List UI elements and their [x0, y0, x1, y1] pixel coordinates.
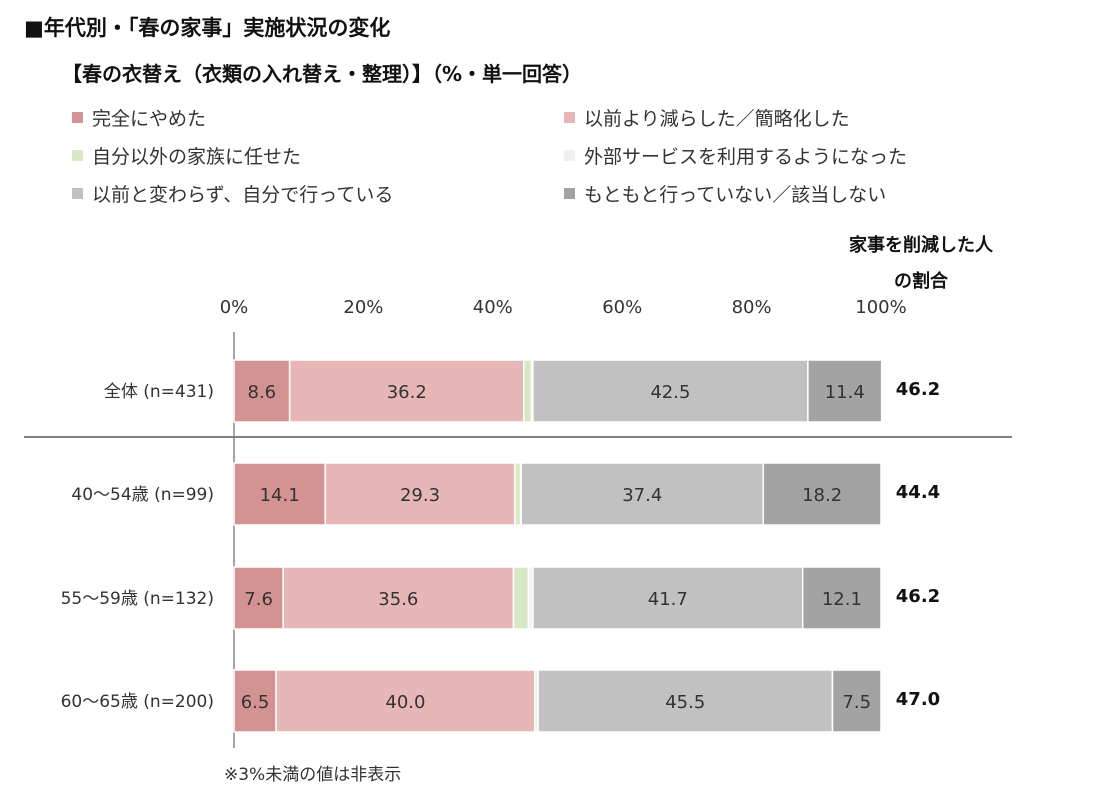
legend-item-reduced: 以前より減らした／簡略化した — [564, 104, 1024, 130]
legend-swatch-quit — [72, 111, 83, 123]
data-label: 40.0 — [385, 692, 425, 713]
category-label: 55～59歳 (n=132) — [61, 589, 214, 609]
legend-swatch-service — [564, 149, 575, 161]
data-label: 37.4 — [622, 485, 662, 506]
legend: 完全にやめた 以前より減らした／簡略化した 自分以外の家族に任せた 外部サービス… — [72, 104, 1052, 206]
bar-segment — [801, 566, 882, 630]
legend-item-family: 自分以外の家族に任せた — [72, 142, 564, 168]
reduced-share-header-line1: 家事を削減した人 — [849, 235, 993, 256]
legend-swatch-same — [72, 187, 83, 199]
reduced-share-value: 46.2 — [896, 379, 940, 400]
bar-segment — [324, 462, 516, 526]
x-tick-label: 0% — [220, 297, 249, 318]
data-label: 7.5 — [842, 692, 871, 713]
bar-segment — [532, 566, 804, 630]
legend-swatch-never — [564, 187, 575, 199]
x-tick-label: 20% — [343, 297, 383, 318]
category-label: 全体 (n=431) — [104, 382, 214, 402]
category-label: 40～54歳 (n=99) — [71, 485, 214, 505]
reduced-share-header-line2: の割合 — [894, 271, 948, 292]
x-tick-label: 40% — [473, 297, 513, 318]
legend-label-same: 以前と変わらず、自分で行っている — [92, 183, 394, 206]
data-label: 7.6 — [244, 589, 273, 610]
data-label: 36.2 — [387, 382, 427, 403]
chart-subtitle: 【春の衣替え（衣類の入れ替え・整理）】（%・単一回答） — [62, 62, 583, 86]
reduced-share-value: 46.2 — [896, 586, 940, 607]
bar-segment — [233, 359, 291, 423]
legend-item-service: 外部サービスを利用するようになった — [564, 142, 1024, 168]
data-label: 45.5 — [665, 692, 705, 713]
data-label: 41.7 — [648, 589, 688, 610]
data-label: 14.1 — [260, 485, 300, 506]
bar-segment — [537, 669, 834, 733]
bar-segment — [532, 359, 809, 423]
legend-item-quit: 完全にやめた — [72, 104, 564, 130]
bar-segment — [512, 566, 530, 630]
data-label: 6.5 — [241, 692, 270, 713]
legend-item-never: もともと行っていない／該当しない — [564, 180, 1024, 206]
bar-segment — [831, 669, 882, 733]
category-label: 60～65歳 (n=200) — [61, 692, 214, 712]
legend-swatch-reduced — [564, 111, 575, 123]
legend-label-never: もともと行っていない／該当しない — [584, 183, 887, 206]
x-tick-label: 80% — [732, 297, 772, 318]
legend-item-same: 以前と変わらず、自分で行っている — [72, 180, 564, 206]
reduced-share-value: 44.4 — [896, 482, 940, 503]
bar-segment — [514, 462, 522, 526]
data-label: 29.3 — [400, 485, 440, 506]
legend-label-quit: 完全にやめた — [92, 107, 207, 130]
footnote: ※3%未満の値は非表示 — [224, 765, 402, 785]
x-tick-label: 60% — [602, 297, 642, 318]
bar-segment — [288, 359, 525, 423]
data-label: 12.1 — [822, 589, 862, 610]
legend-label-service: 外部サービスを利用するようになった — [584, 145, 908, 168]
x-tick-label: 100% — [855, 297, 906, 318]
legend-label-reduced: 以前より減らした／簡略化した — [584, 107, 850, 130]
chart-title: ■年代別・「春の家事」実施状況の変化 — [24, 16, 391, 40]
bar-segment — [762, 462, 882, 526]
data-label: 8.6 — [248, 382, 277, 403]
bar-segment — [282, 566, 515, 630]
bar-segment — [523, 359, 533, 423]
bar-segment — [275, 669, 536, 733]
data-label: 18.2 — [802, 485, 842, 506]
data-label: 42.5 — [650, 382, 690, 403]
legend-label-family: 自分以外の家族に任せた — [92, 145, 302, 168]
reduced-share-value: 47.0 — [896, 689, 940, 710]
reduced-share-header: 家事を削減した人 の割合 — [826, 228, 1016, 300]
data-label: 35.6 — [378, 589, 418, 610]
bar-segment — [807, 359, 883, 423]
data-label: 11.4 — [825, 382, 865, 403]
bar-segment — [233, 669, 277, 733]
legend-swatch-family — [72, 149, 83, 161]
